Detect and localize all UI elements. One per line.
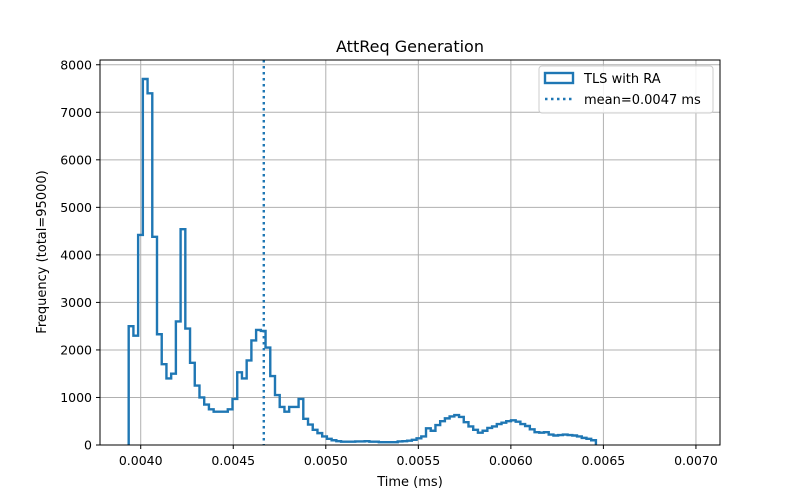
legend-label-mean: mean=0.0047 ms <box>584 93 701 108</box>
x-axis-label: Time (ms) <box>376 475 443 490</box>
y-axis-ticks: 0 1000 2000 3000 4000 5000 6000 7000 8000 <box>60 57 100 453</box>
histogram-series-tls-with-ra <box>127 77 598 445</box>
legend-swatch-histogram <box>543 71 575 85</box>
legend-box <box>538 65 714 114</box>
y-tick-label: 5000 <box>60 200 92 215</box>
y-tick-label: 7000 <box>60 105 92 120</box>
legend-label-series: TLS with RA <box>583 72 661 87</box>
x-tick-label: 0.0060 <box>489 453 533 468</box>
chart-title: AttReq Generation <box>336 37 484 56</box>
x-tick-label: 0.0045 <box>211 453 255 468</box>
x-tick-label: 0.0040 <box>119 453 163 468</box>
y-tick-label: 1000 <box>60 390 92 405</box>
y-tick-label: 3000 <box>60 295 92 310</box>
y-tick-label: 4000 <box>60 247 92 262</box>
y-tick-label: 6000 <box>60 152 92 167</box>
y-tick-label: 2000 <box>60 342 92 357</box>
plot-frame <box>99 59 721 446</box>
x-tick-label: 0.0070 <box>674 453 718 468</box>
plot-area <box>100 60 720 445</box>
y-tick-label: 8000 <box>60 57 92 72</box>
x-tick-label: 0.0050 <box>304 453 348 468</box>
x-axis-ticks: 0.0040 0.0045 0.0050 0.0055 0.0060 0.0065 0.00… <box>119 445 718 468</box>
x-tick-label: 0.0065 <box>582 453 626 468</box>
legend: TLS with RA mean=0.0047 ms <box>538 65 714 114</box>
x-tick-label: 0.0055 <box>396 453 440 468</box>
y-tick-label: 0 <box>84 438 92 453</box>
y-axis-label: Frequency (total=95000) <box>35 170 50 333</box>
